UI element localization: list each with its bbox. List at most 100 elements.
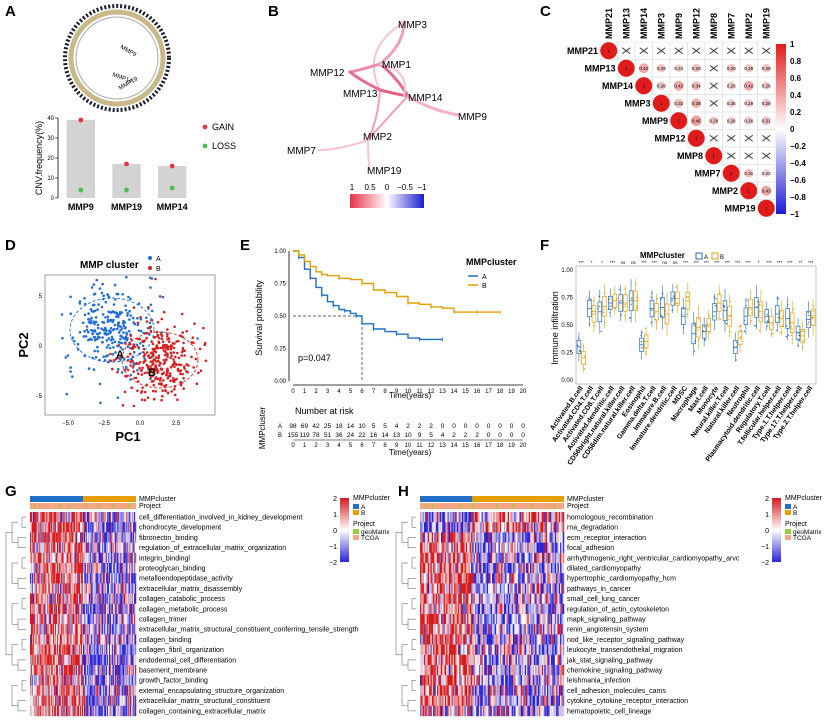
heat-cell	[526, 593, 528, 604]
pca-point-b	[159, 376, 162, 380]
heat-cell	[73, 634, 75, 645]
heat-cell	[88, 583, 90, 594]
heat-cell	[429, 542, 431, 553]
pca-point-b	[169, 356, 172, 360]
heat-cell	[74, 542, 76, 553]
heat-cell	[90, 552, 92, 564]
heat-cell	[94, 675, 96, 686]
heat-cell	[536, 542, 539, 553]
heat-cell	[41, 705, 43, 717]
heat-cell	[486, 542, 489, 553]
heat-cell	[43, 624, 45, 635]
heat-cell	[40, 624, 42, 635]
heat-cell	[468, 603, 470, 615]
heat-cell	[435, 542, 438, 553]
heat-cell	[477, 522, 480, 533]
heat-cell	[93, 695, 95, 706]
heat-cell	[511, 563, 514, 574]
heat-cell	[58, 583, 61, 594]
heat-cell	[493, 532, 495, 543]
heat-cell	[67, 593, 69, 604]
heat-cell	[32, 675, 35, 686]
heat-cell	[77, 675, 79, 686]
heat-row-label: integrin_bindingl	[139, 555, 190, 562]
heat-cell	[120, 532, 122, 543]
pca-point-a	[120, 327, 124, 330]
panel-a: A MMP9 MMP14 MMP19 CNV.frequency(%) 0102…	[5, 3, 236, 212]
pca-point-a	[148, 321, 152, 325]
heat-cell	[95, 512, 97, 523]
heat-cell	[92, 705, 94, 717]
heat-annot-project-cell	[556, 503, 558, 509]
heat-cell	[97, 512, 99, 523]
heat-cell	[499, 563, 502, 574]
heat-cell	[429, 512, 431, 523]
heat-cell	[81, 573, 83, 584]
heat-cell	[35, 522, 37, 533]
heat-annot-project-cell	[85, 503, 88, 509]
heat-cell	[510, 512, 512, 523]
heat-cell	[64, 573, 66, 584]
heat-cell	[67, 614, 69, 625]
heat-cell	[48, 654, 50, 666]
heat-cell	[31, 583, 34, 594]
heat-row-label: extracellular_matrix_structural_constitu…	[139, 627, 359, 634]
heat-cell	[56, 654, 59, 666]
heat-cell	[524, 522, 527, 533]
heat-cell	[122, 624, 124, 635]
heat-cell	[457, 593, 460, 604]
heat-cell	[30, 634, 32, 645]
heat-cell	[76, 563, 78, 574]
km-xtick: 16	[474, 389, 481, 395]
heat-cell	[54, 593, 56, 604]
heat-cell	[134, 603, 136, 615]
heat-cell	[30, 593, 33, 604]
heat-cell	[104, 644, 106, 655]
box-jitter-point	[603, 309, 605, 311]
box-jitter-point	[694, 340, 696, 342]
heat-cell	[74, 695, 76, 706]
heat-cell	[423, 522, 426, 533]
heat-cell	[447, 593, 450, 604]
heat-cell	[108, 532, 110, 543]
heat-cell	[53, 583, 55, 594]
heat-cell	[98, 593, 100, 604]
pca-point-b	[130, 338, 133, 341]
heat-cell	[425, 593, 427, 604]
heat-annot-project-cell	[450, 503, 452, 509]
pca-point-b	[180, 350, 184, 354]
heat-cell	[91, 542, 93, 553]
heat-cell	[499, 593, 502, 604]
heat-cell	[118, 695, 120, 706]
heat-cell	[88, 685, 90, 696]
pca-point-a	[106, 293, 109, 296]
pca-point-a	[145, 316, 148, 320]
heat-cell	[78, 695, 80, 706]
corr-col-label: MMP3	[656, 13, 666, 39]
heat-annot-project-cell	[125, 503, 127, 509]
heat-cell	[30, 705, 33, 717]
heat-cell	[499, 522, 502, 533]
heat-cell	[74, 644, 76, 655]
heat-cell	[511, 573, 514, 584]
heat-cell	[119, 675, 121, 686]
heat-cell	[33, 705, 36, 717]
heat-cell	[109, 573, 111, 584]
heat-cell	[63, 624, 65, 635]
heat-cell	[514, 512, 516, 523]
heat-cell	[39, 644, 41, 655]
heat-cell	[41, 695, 43, 706]
heat-cell	[457, 542, 460, 553]
heat-cell	[48, 532, 50, 543]
heat-cell	[68, 624, 70, 635]
heat-cell	[130, 665, 132, 676]
heat-cell	[532, 542, 535, 553]
heat-cell	[112, 685, 115, 696]
corr-colorbar	[776, 44, 786, 214]
km-legend-title: MMPcluster	[466, 257, 517, 267]
box-jitter-point	[791, 328, 793, 330]
heat-cell	[56, 644, 59, 655]
heat-annot-project-cell	[533, 503, 536, 509]
heat-cell	[109, 583, 112, 594]
heat-cell	[56, 695, 59, 706]
